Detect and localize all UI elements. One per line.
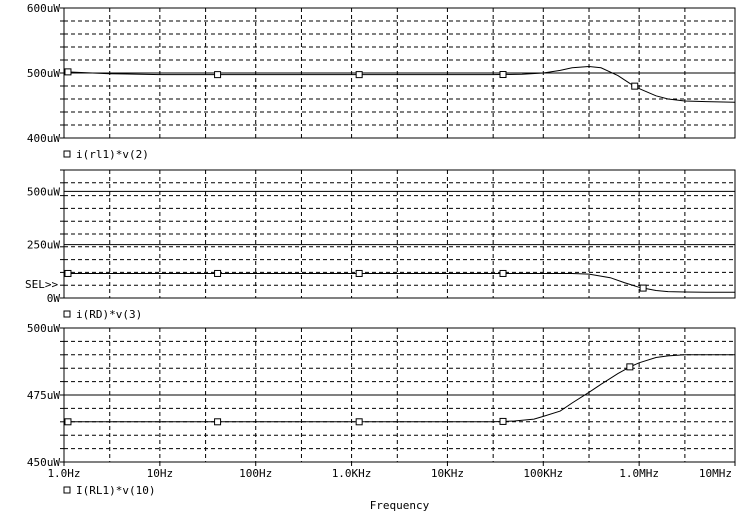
y-tick-label: 450uW (27, 456, 60, 469)
selected-plot-marker[interactable]: SEL>> (25, 278, 58, 291)
series-marker (64, 269, 72, 277)
legend-marker-icon (63, 310, 71, 318)
series-marker (214, 71, 222, 79)
x-tick-label: 100KHz (523, 467, 563, 480)
series-marker (355, 71, 363, 79)
series-marker (631, 82, 639, 90)
series-marker (626, 363, 634, 371)
legend-marker-icon (63, 486, 71, 494)
y-tick-label: 250uW (27, 239, 60, 252)
series-marker (214, 418, 222, 426)
series-marker (64, 68, 72, 76)
y-tick-label: 400uW (27, 132, 60, 145)
series-marker (499, 269, 507, 277)
x-tick-label: 10MHz (699, 467, 732, 480)
x-tick-label: 1.0KHz (332, 467, 372, 480)
series-marker (64, 418, 72, 426)
y-tick-label: 0W (47, 292, 61, 305)
series-line (64, 354, 735, 423)
x-tick-label: 1.0Hz (47, 467, 80, 480)
x-axis-title: Frequency (370, 499, 430, 512)
plot-panel-1: 600uW 500uW 400uW i(rl1)*v(2) (27, 2, 736, 161)
legend-label[interactable]: I(RL1)*v(10) (76, 484, 155, 497)
series-marker (639, 284, 647, 292)
series-marker (499, 71, 507, 79)
y-tick-label: 600uW (27, 2, 60, 15)
x-tick-label: 10Hz (147, 467, 174, 480)
y-tick-label: 500uW (27, 67, 60, 80)
legend-label[interactable]: i(RD)*v(3) (76, 308, 142, 321)
plot-panel-3: 500uW 475uW 450uW I(RL1)*v(10) 1.0Hz 10Hz 100H… (27, 322, 736, 512)
legend-label[interactable]: i(rl1)*v(2) (76, 148, 149, 161)
series-marker (355, 269, 363, 277)
x-tick-label: 100Hz (239, 467, 272, 480)
y-tick-label: 475uW (27, 389, 60, 402)
series-marker (499, 417, 507, 425)
series-line (64, 273, 735, 293)
x-tick-label: 10KHz (431, 467, 464, 480)
series-marker (214, 269, 222, 277)
series-line (63, 65, 736, 103)
y-tick-label: 500uW (27, 322, 60, 335)
legend-marker-icon (63, 150, 71, 158)
x-tick-label: 1.0MHz (619, 467, 659, 480)
series-marker (355, 418, 363, 426)
y-tick-label: 500uW (27, 185, 60, 198)
